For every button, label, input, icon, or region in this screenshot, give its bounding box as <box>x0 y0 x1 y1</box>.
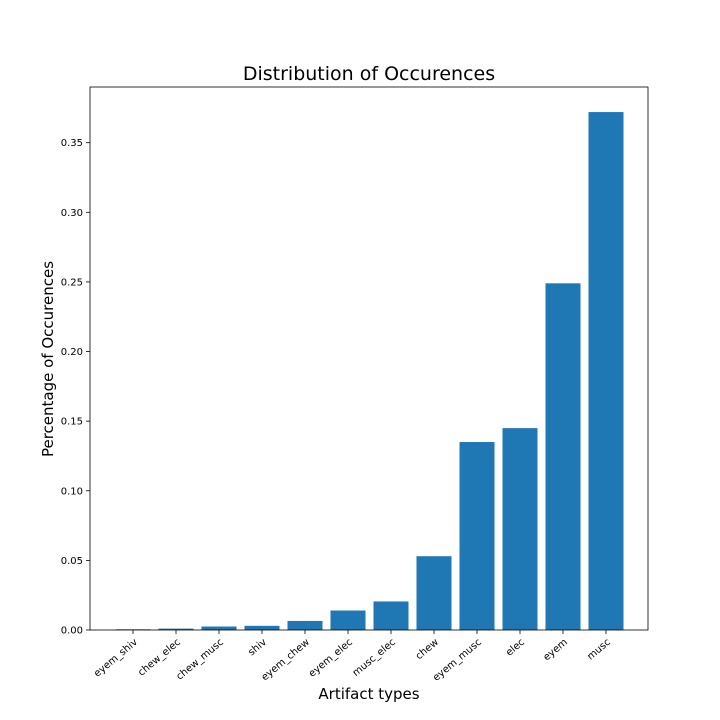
y-tick-label-0.05: 0.05 <box>61 556 83 567</box>
bar-eyem_chew <box>287 620 323 630</box>
y-tick-label-0.00: 0.00 <box>61 626 83 637</box>
y-tick-label-0.35: 0.35 <box>61 138 83 149</box>
bars-group <box>115 112 624 631</box>
plot-frame <box>89 86 649 631</box>
bar-eyem_musc <box>459 442 495 630</box>
y-tick-label-0.25: 0.25 <box>61 277 83 288</box>
bar-elec <box>502 428 538 630</box>
x-tick-label-chew_musc: chew_musc <box>174 637 225 683</box>
bar-chew <box>416 556 452 630</box>
x-tick-label-musc: musc <box>585 637 613 663</box>
x-axis-label: Artifact types <box>318 685 419 703</box>
bar-musc <box>588 112 624 631</box>
x-tick-label-musc_elec: musc_elec <box>351 637 398 679</box>
x-tick-label-eyem_shiv: eyem_shiv <box>92 637 140 680</box>
bar-chew_musc <box>201 626 237 630</box>
bar-musc_elec <box>373 601 409 630</box>
bar-eyem_elec <box>330 610 366 630</box>
x-tick-label-shiv: shiv <box>246 637 269 658</box>
bar-chew_elec <box>158 628 194 630</box>
y-axis-label: Percentage of Occurences <box>39 261 57 457</box>
x-tick-label-eyem: eyem <box>541 637 569 663</box>
bar-shiv <box>244 625 280 630</box>
y-tick-label-0.10: 0.10 <box>61 486 83 497</box>
x-tick-label-chew: chew <box>414 637 441 662</box>
y-tick-label-0.20: 0.20 <box>61 347 83 358</box>
chart-title: Distribution of Occurences <box>243 63 495 85</box>
y-tick-label-0.15: 0.15 <box>61 417 83 428</box>
x-tick-label-eyem_elec: eyem_elec <box>307 637 355 680</box>
bar-eyem <box>545 283 581 630</box>
y-tick-label-0.30: 0.30 <box>61 208 83 219</box>
y-axis: 0.00 0.05 0.10 0.15 0.20 0.25 0.30 0.35 <box>61 138 90 637</box>
x-tick-label-elec: elec <box>504 637 527 659</box>
